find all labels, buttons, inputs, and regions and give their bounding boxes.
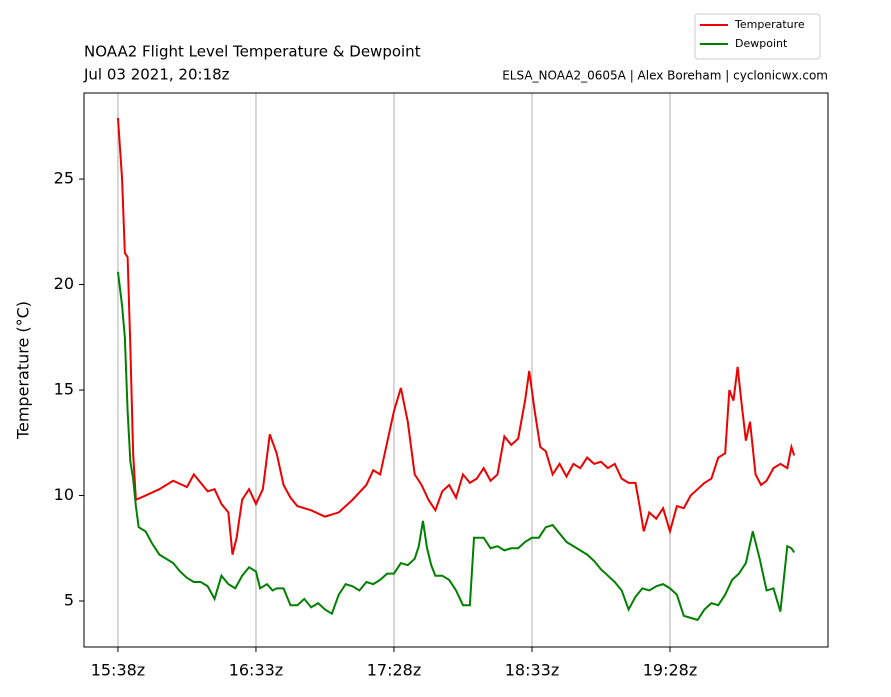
x-tick-label: 19:28z — [643, 661, 698, 680]
annotation: ELSA_NOAA2_0605A | Alex Boreham | cyclon… — [502, 69, 828, 83]
x-tick-label: 15:38z — [91, 661, 146, 680]
chart-subtitle: Jul 03 2021, 20:18z — [83, 66, 230, 84]
y-axis-label: Temperature (°C) — [14, 301, 33, 440]
x-tick-label: 18:33z — [505, 661, 560, 680]
legend-label: Temperature — [734, 18, 805, 31]
data-line — [116, 271, 796, 622]
legend-label: Dewpoint — [735, 37, 788, 50]
y-tick-label: 20 — [54, 274, 74, 293]
data-line — [116, 117, 796, 555]
y-tick-label: 15 — [54, 380, 74, 399]
x-tick-label: 17:28z — [367, 661, 422, 680]
y-tick-label: 25 — [54, 169, 74, 188]
y-tick-label: 10 — [54, 485, 74, 504]
plot-frame — [83, 92, 829, 648]
chart-title: NOAA2 Flight Level Temperature & Dewpoin… — [84, 43, 421, 61]
x-tick-label: 16:33z — [229, 661, 284, 680]
y-tick-label: 5 — [64, 591, 74, 610]
